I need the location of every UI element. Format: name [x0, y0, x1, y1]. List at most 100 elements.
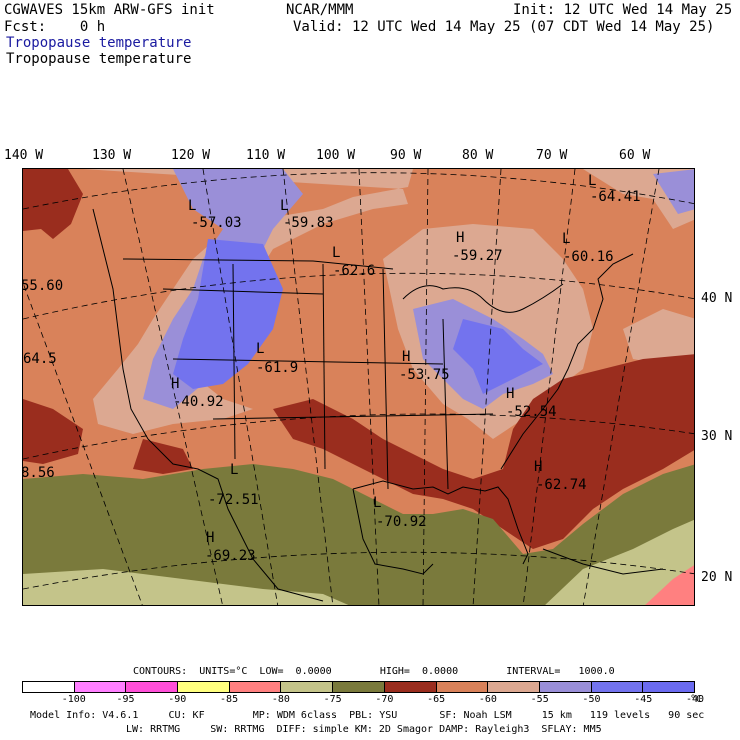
shade-minus70 — [23, 464, 694, 605]
color-bar-swatch — [488, 682, 540, 692]
grid-line — [23, 172, 694, 210]
edge-value: 8.56 — [22, 465, 55, 481]
color-bar-label: -55 — [530, 694, 549, 705]
shade-minus65 — [23, 399, 83, 464]
color-bar-swatch — [591, 682, 644, 692]
state-border — [162, 288, 324, 295]
color-bar-label: -90 — [168, 694, 187, 705]
shade-minus45 — [453, 319, 543, 394]
pressure-center-type: L — [373, 495, 382, 511]
mexico-gulf-coast — [352, 488, 434, 575]
grid-line — [23, 272, 694, 320]
color-bar-swatch — [74, 682, 127, 692]
lon-label: 80 W — [462, 148, 494, 163]
color-bar-label: -40 — [685, 694, 705, 705]
color-bar-label: -45 — [634, 694, 653, 705]
color-bar-swatch — [126, 682, 179, 692]
color-bar-swatch — [333, 682, 385, 692]
color-bar-swatch — [539, 682, 592, 692]
model-info-line-2: LW: RRTMG SW: RRTMG DIFF: simple KM: 2D … — [126, 724, 602, 735]
color-bar-label: -50 — [582, 694, 601, 705]
tropopause-temperature-map: L -57.03 L -59.83 L -64.41 H -59.27 L -6… — [22, 168, 695, 606]
field-title-2: Tropopause temperature — [6, 51, 192, 67]
color-bar — [22, 681, 695, 693]
grid-line — [582, 169, 660, 605]
valid-time: Valid: 12 UTC Wed 14 May 25 (07 CDT Wed … — [293, 19, 715, 35]
pressure-center-type: L — [588, 173, 597, 189]
pressure-center-type: H — [456, 230, 465, 246]
shade-minus65 — [273, 354, 694, 549]
state-border — [382, 268, 389, 490]
shade-minus75 — [23, 569, 349, 605]
coastlines — [92, 208, 664, 602]
mexico-pacific-coast — [237, 528, 324, 602]
pressure-center-type: H — [534, 459, 543, 475]
grid-line — [422, 169, 429, 605]
grid-line — [23, 281, 143, 605]
pressure-center-value: -70.92 — [376, 514, 427, 530]
shade-minus80 — [645, 565, 694, 605]
shade-minus45 — [173, 239, 283, 389]
lat-label: 40 N — [701, 291, 733, 306]
pacific-coastline — [92, 208, 239, 530]
pressure-center-value: -62.74 — [536, 477, 587, 493]
color-bar-swatch — [643, 682, 694, 692]
pressure-center-value: -72.51 — [208, 492, 259, 508]
grid-line — [122, 169, 223, 605]
grid-line — [202, 169, 279, 605]
color-bar-swatch — [384, 682, 437, 692]
pressure-center-value: -60.16 — [563, 249, 614, 265]
pressure-center-value: -59.83 — [283, 215, 334, 231]
color-bar-swatch — [23, 682, 75, 692]
grid-line — [522, 169, 576, 605]
state-border — [232, 263, 236, 460]
pressure-center-value: -59.27 — [452, 248, 503, 264]
caribbean-islands — [542, 548, 664, 575]
pressure-center-value: -57.03 — [191, 215, 242, 231]
pressure-center-type: L — [230, 462, 239, 478]
pressure-center-value: -53.75 — [399, 367, 450, 383]
pressure-center-type: L — [562, 231, 571, 247]
lat-label: 30 N — [701, 429, 733, 444]
grid-line — [282, 169, 334, 605]
pressure-center-type: L — [188, 198, 197, 214]
model-title: CGWAVES 15km ARW-GFS init — [4, 2, 215, 18]
color-bar-label: -95 — [116, 694, 135, 705]
pressure-center-type: H — [206, 530, 215, 546]
state-border — [442, 318, 449, 490]
shade-minus65 — [23, 169, 83, 239]
field-title-1: Tropopause temperature — [6, 35, 192, 51]
gulf-coastline — [352, 480, 529, 565]
lon-label: 70 W — [536, 148, 568, 163]
pressure-center-value: -69.23 — [205, 548, 256, 564]
pressure-center-type: H — [402, 349, 411, 365]
pressure-center-value: -64.41 — [590, 189, 641, 205]
atlantic-coastline — [500, 253, 634, 470]
grid-line — [23, 551, 694, 590]
shade-minus55 — [623, 309, 694, 369]
grid-line — [23, 413, 694, 460]
color-bar-swatch — [281, 682, 334, 692]
grid-line — [472, 169, 502, 605]
lon-label: 110 W — [246, 148, 286, 163]
pressure-center-value: -40.92 — [173, 394, 224, 410]
lon-label: 100 W — [316, 148, 356, 163]
pressure-center-type: L — [256, 341, 265, 357]
shade-minus75 — [545, 519, 694, 605]
great-lakes-outline — [402, 283, 564, 313]
lon-label: 60 W — [619, 148, 651, 163]
pressure-center-value: -61.9 — [256, 360, 299, 376]
color-bar-label: -80 — [271, 694, 290, 705]
lon-label: 130 W — [92, 148, 132, 163]
color-bar-label: -65 — [427, 694, 446, 705]
color-bar-label: -85 — [220, 694, 239, 705]
lon-label: 90 W — [390, 148, 422, 163]
color-bar-label: -70 — [375, 694, 394, 705]
color-bar-label: -75 — [323, 694, 342, 705]
pressure-center-type: H — [171, 376, 180, 392]
pressure-center-value: -62.6 — [333, 263, 376, 279]
shade-minus50 — [653, 169, 694, 214]
pressure-center-type: L — [332, 245, 341, 261]
pressure-center-type: L — [280, 198, 289, 214]
state-border — [322, 263, 326, 470]
